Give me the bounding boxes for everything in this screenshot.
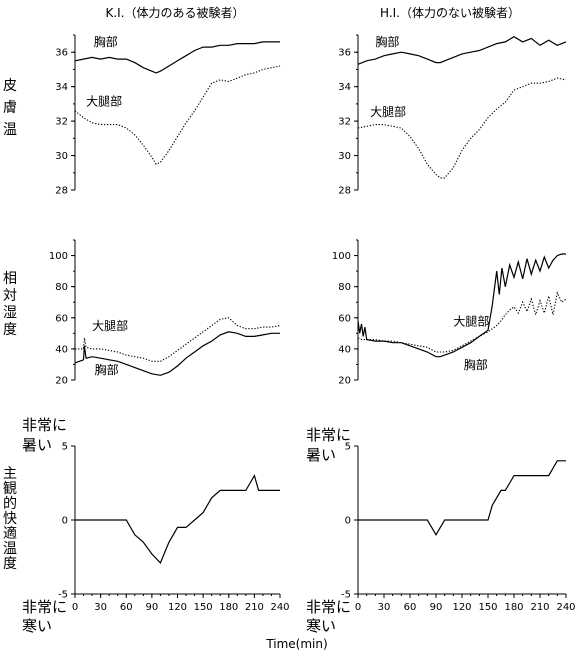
comfort-ki-xtick-label-3: 90: [146, 602, 159, 613]
cold-label-left-line2: 寒い: [22, 617, 52, 635]
hot-label-left-line2: 暑い: [22, 436, 52, 454]
humidity-hi-ytick-label-1: 40: [338, 344, 351, 355]
comfort-hi-series-0-line: [358, 460, 566, 536]
skin-hi-series-label-0: 胸部: [375, 34, 399, 49]
skin-hi-ytick-label-0: 28: [338, 186, 351, 197]
row-label-humidity-0: 相: [3, 271, 17, 287]
comfort-ki-series-0-line: [75, 474, 280, 564]
humidity-hi-ytick-label-4: 100: [332, 251, 351, 262]
row-label-comfort-4: 適: [3, 525, 17, 542]
skin-hi-ytick-label-3: 34: [338, 82, 351, 93]
comfort-hi-xtick-label-3: 90: [430, 602, 443, 613]
comfort-ki-ytick-label-1: 0: [62, 516, 68, 527]
x-axis-label: Time(min): [265, 637, 327, 651]
hot-label-right-line1: 非常に: [306, 426, 351, 444]
row-label-skin-1: 膚: [3, 100, 17, 116]
humidity-hi-series-1-line: [357, 253, 566, 358]
row-label-humidity-3: 度: [3, 322, 17, 338]
comfort-hi-xtick-label-8: 240: [556, 602, 575, 613]
comfort-hi-ytick-label-2: 5: [345, 442, 351, 453]
comfort-hi-xtick-label-7: 210: [530, 602, 549, 613]
comfort-ki-xtick-label-8: 240: [270, 602, 289, 613]
skin-hi-ytick-label-2: 32: [338, 117, 351, 128]
row-label-comfort-1: 観: [3, 480, 17, 497]
skin-ki-series-label-1: 大腿部: [86, 94, 122, 109]
skin-ki-ytick-label-3: 34: [55, 82, 68, 93]
skin-ki-series-label-0: 胸部: [94, 34, 118, 49]
cold-label-left-line1: 非常に: [22, 598, 67, 616]
row-label-comfort-0: 主: [3, 466, 17, 482]
comfort-hi-xtick-label-5: 150: [478, 602, 497, 613]
comfort-hi-ytick-label-1: 0: [345, 516, 351, 527]
comfort-ki-ytick-label-2: 5: [62, 442, 68, 453]
humidity-ki-ytick-label-1: 40: [55, 344, 68, 355]
comfort-hi-xtick-label-1: 30: [378, 602, 391, 613]
skin-ki-ytick-label-2: 32: [55, 117, 68, 128]
row-label-comfort-3: 快: [3, 511, 17, 527]
row-label-skin-0: 皮: [3, 78, 17, 94]
comfort-hi-xtick-label-4: 120: [452, 602, 471, 613]
cold-label-right-line1: 非常に: [306, 598, 351, 616]
skin-ki-series-1-line: [74, 65, 281, 165]
humidity-ki-ytick-label-4: 100: [49, 251, 68, 262]
skin-hi-series-0-line: [357, 36, 567, 65]
comfort-ki-xtick-label-6: 180: [219, 602, 238, 613]
col-title-hi: H.I.（体力のない被験者）: [380, 5, 520, 20]
skin-hi-ytick-label-4: 36: [338, 48, 351, 59]
skin-ki-series-0-line: [74, 41, 280, 74]
row-label-comfort-6: 度: [3, 556, 17, 572]
humidity-ki-series-label-0: 大腿部: [92, 318, 128, 333]
skin-hi-ytick-label-1: 30: [338, 151, 351, 162]
humidity-hi-series-label-0: 大腿部: [453, 314, 489, 329]
comfort-hi-xtick-label-2: 60: [404, 602, 417, 613]
skin-hi-series-label-1: 大腿部: [370, 104, 406, 119]
skin-ki-ytick-label-1: 30: [55, 151, 68, 162]
row-label-skin-2: 温: [3, 122, 17, 138]
humidity-hi-ytick-label-3: 80: [338, 282, 351, 293]
comfort-hi-xtick-label-6: 180: [504, 602, 523, 613]
humidity-ki-ytick-label-3: 80: [55, 282, 68, 293]
comfort-hi-xtick-label-0: 0: [355, 602, 361, 613]
row-label-humidity-1: 対: [3, 288, 17, 304]
comfort-ki-xtick-label-0: 0: [72, 602, 78, 613]
comfort-ki-xtick-label-1: 30: [94, 602, 107, 613]
row-label-comfort-2: 的: [3, 496, 17, 512]
skin-ki-ytick-label-0: 28: [55, 186, 68, 197]
humidity-ki-ytick-label-0: 20: [55, 376, 68, 387]
skin-hi-series-1-line: [357, 77, 567, 179]
humidity-hi-ytick-label-2: 60: [338, 313, 351, 324]
humidity-ki-series-1-line: [74, 331, 280, 376]
comfort-hi-ytick-label-0: -5: [341, 590, 351, 601]
comfort-ki-ytick-label-0: -5: [58, 590, 68, 601]
plots: 2830323436胸部大腿部2830323436胸部大腿部2040608010…: [49, 34, 576, 613]
comfort-ki-xtick-label-2: 60: [120, 602, 133, 613]
humidity-ki-series-label-1: 胸部: [95, 362, 119, 377]
humidity-ki-ytick-label-2: 60: [55, 313, 68, 324]
humidity-hi-ytick-label-0: 20: [338, 376, 351, 387]
col-title-ki: K.I.（体力のある被験者）: [105, 5, 244, 20]
humidity-hi-series-label-1: 胸部: [464, 357, 488, 372]
comfort-ki-xtick-label-4: 120: [168, 602, 187, 613]
comfort-ki-xtick-label-5: 150: [194, 602, 213, 613]
humidity-ki-series-0-line: [75, 317, 281, 362]
row-label-humidity-2: 湿: [3, 305, 17, 321]
comfort-ki-xtick-label-7: 210: [245, 602, 264, 613]
skin-ki-ytick-label-4: 36: [55, 48, 68, 59]
cold-label-right-line2: 寒い: [306, 617, 336, 635]
hot-label-right-line2: 暑い: [306, 446, 336, 464]
row-label-comfort-5: 温: [3, 541, 17, 557]
hot-label-left-line1: 非常に: [22, 416, 67, 434]
